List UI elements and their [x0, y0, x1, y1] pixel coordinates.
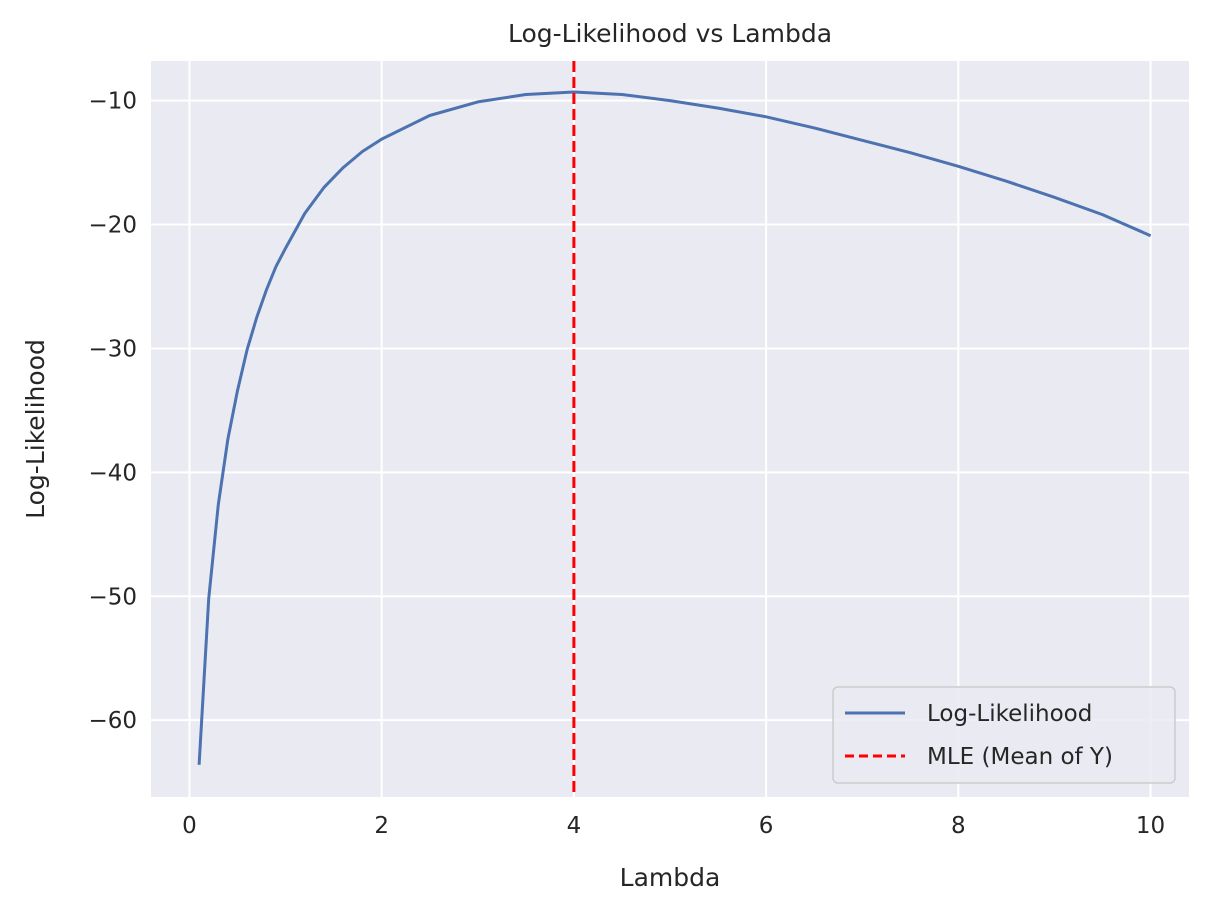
y-tick-labels: −60 −50 −40 −30 −20 −10 [88, 89, 137, 735]
y-tick-label: −60 [88, 708, 137, 734]
y-tick-label: −30 [88, 336, 137, 362]
y-tick-label: −20 [88, 213, 137, 239]
chart-title: Log-Likelihood vs Lambda [508, 19, 832, 48]
x-tick-label: 10 [1136, 813, 1165, 839]
legend: Log-Likelihood MLE (Mean of Y) [832, 686, 1176, 784]
x-tick-label: 0 [182, 813, 197, 839]
series-line-log-likelihood [197, 90, 1152, 765]
x-tick-label: 4 [567, 813, 582, 839]
y-tick-label: −40 [88, 460, 137, 486]
y-axis-label: Log-Likelihood [21, 339, 50, 519]
x-tick-label: 8 [951, 813, 966, 839]
legend-label-mle: MLE (Mean of Y) [927, 744, 1113, 770]
legend-label-log-likelihood: Log-Likelihood [927, 701, 1092, 727]
x-axis-label: Lambda [620, 863, 721, 892]
y-tick-label: −10 [88, 89, 137, 115]
x-tick-label: 2 [374, 813, 389, 839]
x-tick-label: 6 [759, 813, 774, 839]
legend-box [832, 686, 1176, 784]
x-tick-labels: 0 2 4 6 8 10 [182, 813, 1165, 839]
series-layer [197, 61, 1152, 797]
y-tick-label: −50 [88, 584, 137, 610]
